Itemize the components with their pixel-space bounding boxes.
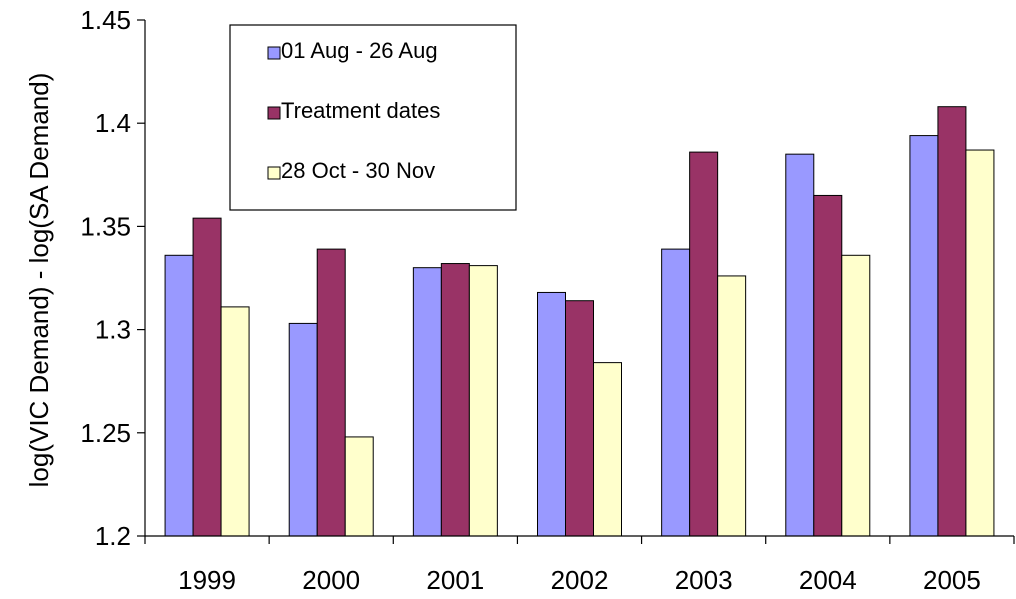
x-tick-label: 2001 [426, 565, 484, 595]
bar-01-aug-26-aug-2003 [661, 248, 691, 537]
bar-01-aug-26-aug-2005 [909, 135, 939, 537]
bar-treatment-dates-2005 [937, 106, 967, 537]
bar-28-oct-30-nov-2000 [344, 436, 374, 537]
bar-treatment-dates-1999 [192, 217, 222, 537]
x-tick-label: 1999 [178, 565, 236, 595]
y-tick-label: 1.45 [80, 5, 131, 35]
y-tick-label: 1.4 [95, 108, 131, 138]
legend-label: Treatment dates [281, 98, 440, 123]
bar-01-aug-26-aug-2001 [412, 267, 442, 537]
bar-28-oct-30-nov-2002 [593, 362, 622, 537]
bar-01-aug-26-aug-1999 [164, 254, 194, 537]
bar-28-oct-30-nov-1999 [220, 306, 250, 537]
bar-treatment-dates-2004 [813, 194, 843, 537]
legend-label: 01 Aug - 26 Aug [281, 38, 438, 63]
x-tick-label: 2004 [799, 565, 857, 595]
axes-layer [144, 20, 1014, 537]
y-tick-label: 1.3 [95, 315, 131, 345]
bars-layer [164, 106, 995, 537]
y-ticks: 1.2 1.25 1.3 1.35 1.4 1.45 [80, 5, 145, 551]
bar-01-aug-26-aug-2000 [288, 322, 318, 537]
legend-label: 28 Oct - 30 Nov [281, 158, 435, 183]
bar-01-aug-26-aug-2004 [785, 153, 815, 537]
bar-01-aug-26-aug-2002 [537, 291, 566, 537]
bar-treatment-dates-2003 [689, 151, 719, 537]
x-tick-label: 2002 [551, 565, 609, 595]
x-tick-label: 2000 [302, 565, 360, 595]
y-tick-label: 1.35 [80, 211, 131, 241]
bar-28-oct-30-nov-2001 [468, 265, 498, 537]
x-tick-label: 2003 [675, 565, 733, 595]
bar-28-oct-30-nov-2004 [841, 254, 871, 537]
bar-treatment-dates-2002 [565, 300, 594, 537]
x-ticks: 1999 2000 2001 2002 2003 2004 2005 [144, 536, 1015, 595]
y-axis-title: log(VIC Demand) - log(SA Demand) [24, 73, 54, 488]
bar-treatment-dates-2000 [316, 248, 346, 537]
bar-28-oct-30-nov-2003 [717, 275, 747, 537]
y-tick-label: 1.25 [80, 418, 131, 448]
legend-items: 01 Aug - 26 Aug Treatment dates 28 Oct - 3… [267, 38, 440, 183]
bar-treatment-dates-2001 [440, 263, 470, 537]
x-tick-label: 2005 [923, 565, 981, 595]
legend: 01 Aug - 26 Aug Treatment dates 28 Oct - 3… [229, 24, 517, 211]
y-tick-label: 1.2 [95, 521, 131, 551]
legend-swatch [267, 166, 281, 180]
bar-28-oct-30-nov-2005 [965, 149, 995, 537]
legend-swatch [267, 46, 281, 60]
legend-swatch [267, 106, 281, 120]
